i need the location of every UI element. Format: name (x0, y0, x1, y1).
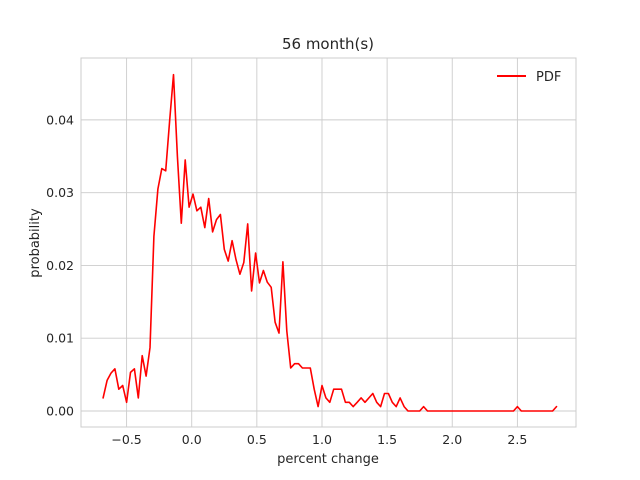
y-tick-label: 0.01 (46, 331, 74, 346)
x-tick-label: 2.5 (507, 432, 527, 447)
plot-frame (80, 57, 577, 428)
y-tick-label: 0.04 (46, 112, 74, 127)
plot-area (80, 57, 577, 428)
x-tick-label: 0.5 (247, 432, 267, 447)
chart-title: 56 month(s) (282, 35, 374, 53)
y-tick-label: 0.02 (46, 258, 74, 273)
y-axis: 0.00 0.01 0.02 0.03 0.04 (46, 112, 74, 418)
legend: PDF (497, 70, 561, 85)
series-layer (102, 73, 558, 412)
series-line-pdf (102, 73, 558, 412)
legend-label-pdf: PDF (536, 70, 561, 85)
x-tick-label: 2.0 (442, 432, 462, 447)
x-tick-label: 1.5 (377, 432, 397, 447)
x-axis-label: percent change (277, 452, 379, 467)
x-axis: −0.5 0.0 0.5 1.0 1.5 2.0 2.5 (111, 432, 527, 447)
y-axis-label: probability (28, 208, 43, 278)
x-tick-label: −0.5 (111, 432, 141, 447)
x-tick-label: 0.0 (182, 432, 202, 447)
y-tick-label: 0.03 (46, 185, 74, 200)
y-tick-label: 0.00 (46, 403, 74, 418)
x-tick-label: 1.0 (312, 432, 332, 447)
gridlines (81, 58, 576, 427)
